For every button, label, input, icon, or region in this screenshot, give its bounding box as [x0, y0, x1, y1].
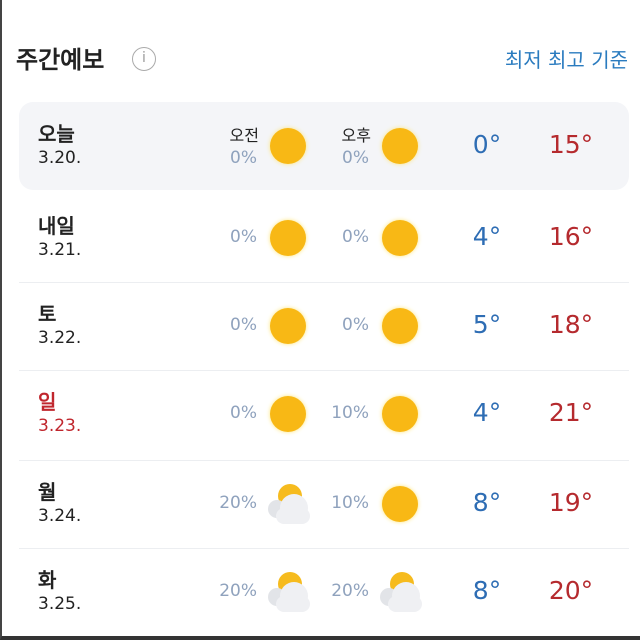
- date-label: 3.25.: [38, 594, 82, 614]
- day-label: 일: [38, 390, 57, 414]
- forecast-row[interactable]: 화 3.25. 20% 20% 8° 20°: [19, 548, 629, 636]
- sun-icon: [380, 126, 420, 166]
- pm-precip: 0%: [342, 315, 369, 335]
- row-divider: [19, 460, 629, 461]
- info-icon[interactable]: i: [132, 47, 156, 71]
- pm-precip: 0%: [342, 227, 369, 247]
- date-label: 3.22.: [38, 328, 82, 348]
- low-temp: 8°: [472, 576, 502, 605]
- high-temp: 18°: [548, 310, 594, 339]
- day-label: 월: [38, 480, 57, 504]
- high-temp: 16°: [548, 222, 594, 251]
- date-label: 3.24.: [38, 506, 82, 526]
- low-temp: 5°: [472, 310, 502, 339]
- sun-icon: [268, 218, 308, 258]
- sun-icon: [268, 394, 308, 434]
- day-label: 오늘: [38, 122, 75, 146]
- sun-icon: [380, 484, 420, 524]
- row-divider: [19, 548, 629, 549]
- date-label: 3.23.: [38, 416, 82, 436]
- sun-icon: [268, 306, 308, 346]
- page-title: 주간예보: [16, 46, 105, 74]
- am-precip: 0%: [230, 315, 257, 335]
- day-label: 화: [38, 568, 57, 592]
- forecast-row[interactable]: 내일 3.21. 0% 0% 4° 16°: [19, 194, 629, 282]
- am-precip: 20%: [219, 581, 257, 601]
- sun-icon: [380, 218, 420, 258]
- forecast-row[interactable]: 오늘 3.20. 오전 오후 0% 0% 0° 15°: [19, 102, 629, 190]
- sort-basis-link[interactable]: 최저 최고 기준: [504, 48, 628, 72]
- am-precip: 0%: [230, 148, 257, 168]
- partly-cloudy-icon: [268, 484, 310, 524]
- forecast-row[interactable]: 토 3.22. 0% 0% 5° 18°: [19, 282, 629, 370]
- high-temp: 21°: [548, 398, 594, 427]
- pm-precip: 0%: [342, 148, 369, 168]
- pm-precip: 10%: [331, 493, 369, 513]
- day-label: 내일: [38, 214, 75, 238]
- low-temp: 0°: [472, 130, 502, 159]
- low-temp: 4°: [472, 222, 502, 251]
- date-label: 3.21.: [38, 240, 82, 260]
- sun-icon: [380, 394, 420, 434]
- pm-label: 오후: [341, 126, 371, 145]
- high-temp: 20°: [548, 576, 594, 605]
- row-divider: [19, 370, 629, 371]
- sun-icon: [380, 306, 420, 346]
- sun-icon: [268, 126, 308, 166]
- date-label: 3.20.: [38, 148, 82, 168]
- forecast-row[interactable]: 일 3.23. 0% 10% 4° 21°: [19, 370, 629, 458]
- high-temp: 15°: [548, 130, 594, 159]
- low-temp: 4°: [472, 398, 502, 427]
- row-divider: [19, 282, 629, 283]
- am-precip: 20%: [219, 493, 257, 513]
- forecast-row[interactable]: 월 3.24. 20% 10% 8° 19°: [19, 460, 629, 548]
- am-precip: 0%: [230, 227, 257, 247]
- high-temp: 19°: [548, 488, 594, 517]
- day-label: 토: [38, 302, 57, 326]
- am-label: 오전: [229, 126, 259, 145]
- am-precip: 0%: [230, 403, 257, 423]
- pm-precip: 20%: [331, 581, 369, 601]
- partly-cloudy-icon: [268, 572, 310, 612]
- pm-precip: 10%: [331, 403, 369, 423]
- partly-cloudy-icon: [380, 572, 422, 612]
- low-temp: 8°: [472, 488, 502, 517]
